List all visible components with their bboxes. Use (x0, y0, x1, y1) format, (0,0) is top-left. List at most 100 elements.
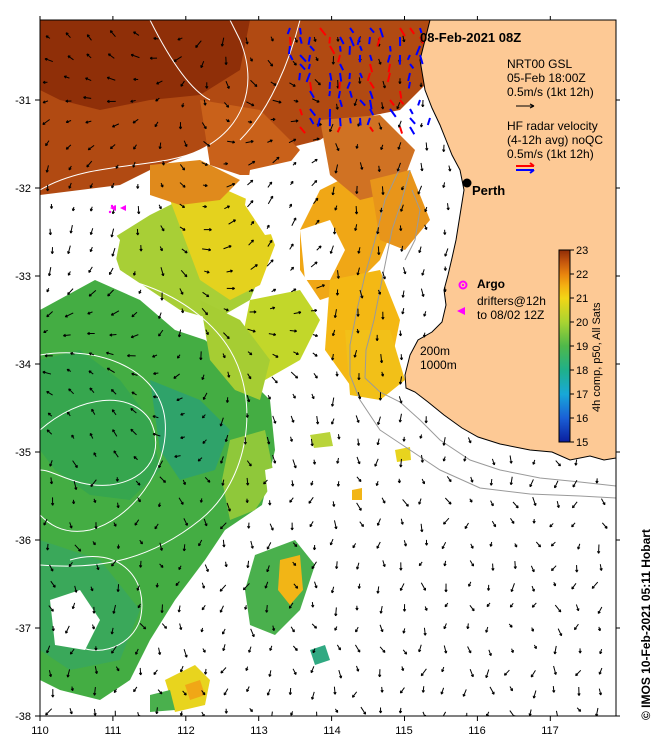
gsl-arrow (89, 228, 94, 235)
gsl-arrow (351, 691, 358, 698)
gsl-arrow (203, 228, 212, 232)
gsl-arrow (226, 286, 235, 291)
gsl-arrow (443, 560, 447, 567)
gsl-arrow (446, 476, 452, 483)
gsl-arrow (316, 284, 325, 289)
gsl-arrow (250, 264, 258, 270)
gsl-arrow (176, 354, 181, 359)
gsl-arrow (290, 371, 299, 379)
gsl-arrow (222, 353, 226, 359)
gsl-arrow (381, 102, 385, 110)
gsl-arrow (380, 144, 384, 151)
gsl-arrow (109, 30, 116, 38)
hf-radar-arrow (336, 126, 341, 133)
gsl-arrow (334, 164, 339, 174)
gsl-arrow (356, 456, 361, 465)
gsl-arrow (68, 182, 72, 189)
hf-radar-arrow (369, 126, 374, 133)
hf-radar-arrow (338, 81, 341, 90)
gsl-arrow (357, 583, 361, 589)
gsl-arrow (224, 561, 228, 568)
lon-tick-label: 116 (468, 725, 486, 737)
gsl-arrow (74, 585, 78, 593)
hf-radar-arrow (409, 63, 415, 69)
gsl-arrow (89, 246, 93, 253)
gsl-arrow (89, 206, 93, 212)
gsl-arrow (550, 541, 556, 547)
gsl-arrow (381, 311, 385, 320)
gsl-arrow (399, 458, 403, 468)
gsl-arrow (335, 371, 339, 377)
gsl-arrow (137, 206, 141, 215)
gsl-arrow (292, 542, 298, 548)
gsl-arrow (313, 36, 317, 42)
gsl-arrow (293, 351, 299, 355)
gsl-arrow (266, 259, 274, 267)
gsl-arrow (357, 247, 361, 254)
gsl-arrow (267, 181, 273, 188)
gsl-arrow (331, 353, 335, 361)
gsl-arrow (271, 376, 278, 384)
gsl-arrow (49, 460, 53, 467)
gsl-arrow (158, 142, 162, 150)
hf-radar-arrow (346, 81, 351, 89)
gsl-arrow (356, 502, 362, 511)
gsl-arrow (421, 99, 425, 108)
gsl-arrow (266, 224, 270, 229)
gsl-arrow (42, 119, 50, 125)
gsl-arrow (332, 501, 336, 507)
gsl-arrow (246, 686, 250, 693)
gsl-arrow (90, 479, 97, 487)
colorbar-gradient (558, 249, 571, 443)
gsl-arrow (360, 706, 367, 715)
gsl-arrow (201, 582, 206, 589)
gsl-arrow (377, 165, 381, 172)
gsl-arrow (532, 459, 536, 465)
gsl-arrow (49, 203, 54, 209)
gsl-arrow (89, 387, 95, 394)
gsl-arrow (248, 646, 252, 653)
gsl-arrow (116, 544, 121, 549)
gsl-arrow (532, 690, 537, 699)
gsl-arrow (442, 182, 446, 188)
gsl-arrow (110, 389, 117, 395)
gsl-arrow (315, 219, 320, 225)
gsl-arrow (221, 479, 225, 486)
gsl-arrow (441, 666, 445, 673)
hf-legend-line3: 0.5m/s (1kt 12h) (507, 147, 594, 161)
gsl-arrow (47, 267, 52, 277)
gsl-arrow (67, 55, 74, 61)
gsl-arrow (201, 122, 207, 130)
gsl-arrow (71, 206, 76, 212)
hf-radar-arrow (387, 63, 391, 73)
gsl-arrow (87, 311, 93, 315)
gsl-arrow (440, 687, 445, 695)
lon-tick-label: 114 (323, 725, 341, 737)
gsl-arrow (336, 481, 341, 487)
hf-radar-arrow (339, 36, 345, 45)
perth-label: Perth (472, 183, 505, 198)
gsl-arrow (68, 561, 73, 567)
gsl-arrow (420, 162, 424, 172)
gsl-arrow (508, 623, 513, 628)
gsl-arrow (309, 521, 314, 528)
gsl-arrow (202, 248, 212, 252)
gsl-arrow (202, 183, 208, 188)
gsl-arrow (420, 582, 427, 591)
gsl-arrow (599, 564, 603, 571)
gsl-arrow (419, 434, 423, 439)
hf-radar-arrow (379, 27, 384, 38)
gsl-arrow (288, 138, 297, 144)
hf-radar-arrow (359, 99, 366, 107)
gsl-arrow (46, 288, 50, 293)
gsl-arrow (63, 333, 71, 338)
gsl-arrow (202, 439, 207, 444)
gsl-arrow (69, 648, 75, 655)
gsl-arrow (47, 412, 53, 417)
hf-radar-arrow (299, 63, 306, 71)
gsl-arrow (424, 539, 429, 546)
gsl-arrow (377, 289, 382, 295)
gsl-arrow (94, 646, 98, 651)
gsl-arrow (248, 289, 254, 293)
gsl-arrow (46, 311, 53, 318)
